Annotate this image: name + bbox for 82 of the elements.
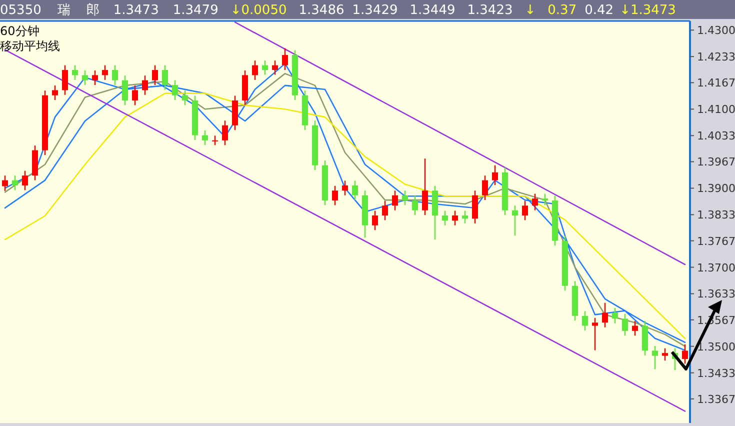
text: ↓0.0050 <box>230 3 287 18</box>
candlestick <box>352 180 358 201</box>
text: 1.3479 <box>172 3 218 18</box>
candlestick <box>542 193 548 206</box>
y-tick-label: 1.4300 <box>697 24 735 38</box>
y-tick-label: 1.3900 <box>697 182 735 196</box>
candlestick <box>172 80 178 101</box>
y-tick-label: 1.4167 <box>697 76 735 90</box>
candlestick <box>262 60 268 76</box>
text: 0.42 <box>584 3 614 18</box>
candlestick <box>2 174 8 192</box>
candlestick <box>682 344 688 364</box>
candlestick <box>282 48 288 71</box>
candlestick <box>462 210 468 224</box>
candlestick <box>592 317 598 351</box>
text: 瑞 <box>57 3 70 18</box>
y-tick-label: 1.3500 <box>697 340 735 354</box>
candlestick <box>342 180 348 196</box>
candlestick <box>402 190 408 206</box>
candlestick <box>332 185 338 206</box>
candlestick <box>512 204 518 236</box>
candlestick <box>212 135 218 146</box>
text: 1.3449 <box>410 3 456 18</box>
y-tick-label: 1.4033 <box>697 130 735 143</box>
candlestick <box>492 164 498 186</box>
y-tick-label: 1.4233 <box>697 50 735 64</box>
candlestick <box>182 90 188 106</box>
text: ↓1.3473 <box>620 3 676 18</box>
y-tick-label: 1.4100 <box>697 103 735 116</box>
candlestick <box>482 174 488 201</box>
y-tick-label: 1.3700 <box>697 261 735 274</box>
y-tick-label: 1.3433 <box>697 366 735 380</box>
candlestick <box>422 158 428 216</box>
candlestick <box>142 74 148 96</box>
candlestick <box>392 190 398 211</box>
candlestick <box>62 64 68 96</box>
candlestick <box>202 130 208 146</box>
text: 1.3423 <box>467 3 513 18</box>
candlestick <box>222 120 228 146</box>
y-tick-label: 1.3767 <box>697 234 735 248</box>
text: 1.3473 <box>113 3 159 18</box>
candlestick <box>612 307 618 324</box>
candlestick <box>452 210 458 226</box>
y-tick-label: 1.3633 <box>697 288 735 301</box>
y-tick-label: 1.3833 <box>697 208 735 222</box>
candlestick <box>652 345 658 370</box>
chart-title: 05350 <box>0 3 42 18</box>
text: 0.37 <box>548 3 577 18</box>
candlestick <box>72 64 78 80</box>
candlestick <box>522 200 528 221</box>
candlestick <box>52 84 58 101</box>
candlestick <box>22 170 28 191</box>
candlestick <box>272 60 278 76</box>
text: 1.3486 <box>298 3 344 18</box>
text: 1.3429 <box>352 3 398 18</box>
candlestick <box>82 70 88 86</box>
candlestick <box>152 64 158 86</box>
candlestick <box>12 174 18 191</box>
candlestick <box>662 348 668 362</box>
text: 郎 <box>86 2 100 18</box>
candlestick <box>162 64 168 90</box>
candlestick <box>92 70 98 86</box>
y-tick-label: 1.3967 <box>697 156 735 169</box>
candlestick <box>112 64 118 86</box>
y-tick-label: 1.3367 <box>697 392 735 406</box>
candlestick <box>132 84 138 106</box>
candlestick <box>532 193 538 211</box>
annotation: 移动平均线 <box>0 39 60 53</box>
candlestick <box>602 302 608 328</box>
candlestick <box>372 210 378 231</box>
candlestick <box>382 200 388 221</box>
text: ↓ <box>524 3 536 18</box>
candlestick <box>412 195 418 216</box>
candlestick <box>442 210 448 226</box>
candlestick <box>472 190 478 224</box>
candlestick <box>622 313 628 336</box>
candlestick <box>122 74 128 106</box>
candlestick <box>252 60 258 80</box>
candlestick <box>582 310 588 332</box>
candlestick <box>632 320 638 336</box>
chart-subtitle: 60分钟 <box>0 24 40 38</box>
candlestick <box>102 64 108 80</box>
